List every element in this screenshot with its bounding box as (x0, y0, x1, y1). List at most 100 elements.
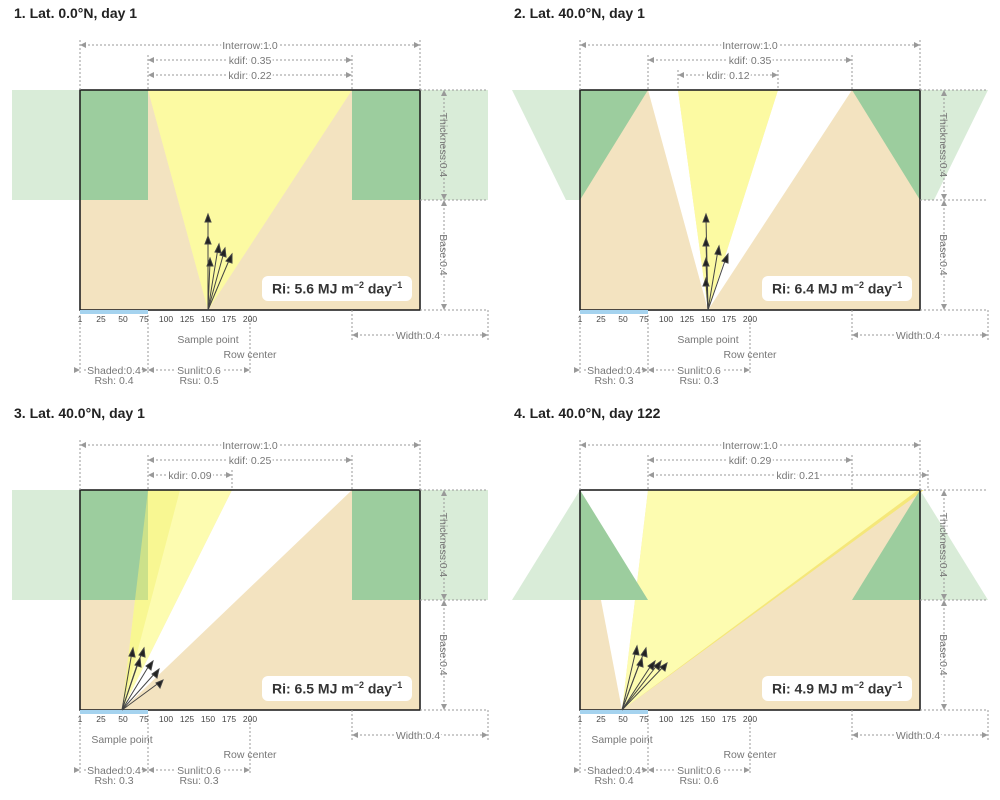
ri-day: day (863, 280, 892, 297)
rsu-label: Rsu: 0.3 (679, 375, 718, 387)
tick-175: 175 (722, 314, 736, 324)
canopy-diagram: Interrow:1.0 kdif: 0.35 kdir: 0.12 Thick… (512, 38, 989, 387)
rsu-label: Rsu: 0.3 (179, 775, 218, 787)
ri-exp-2: −1 (391, 680, 403, 690)
ray-arrows (621, 644, 668, 711)
interrow-label: Interrow:1.0 (722, 40, 778, 52)
crop-row-outer-right (420, 490, 488, 600)
tick-75: 75 (639, 314, 649, 324)
crop-row-outer-right (920, 490, 988, 600)
gap-left (648, 90, 708, 310)
rsh-label: Rsh: 0.3 (94, 775, 133, 787)
row-center-label: Row center (223, 349, 277, 361)
row-center-label: Row center (723, 349, 777, 361)
shaded-bar (80, 710, 148, 714)
tick-75: 75 (139, 314, 149, 324)
shaded-label: Shaded:0.4 (587, 765, 641, 777)
tick-200: 200 (743, 314, 757, 324)
crop-row-left (580, 490, 648, 600)
sunlit-label: Sunlit:0.6 (677, 365, 721, 377)
width-label: Width:0.4 (396, 730, 441, 742)
gap-right (708, 90, 852, 310)
ri-exp-1: −2 (853, 280, 864, 290)
sample-point-label: Sample point (91, 734, 152, 746)
dimension-arrowheads (574, 442, 988, 773)
width-label: Width:0.4 (396, 330, 441, 342)
ri-day: day (363, 680, 392, 697)
shaded-bar (80, 310, 148, 314)
canopy-diagram: Interrow:1.0 kdif: 0.29 kdir: 0.21 Thick… (512, 438, 989, 787)
ri-box: Ri: 4.9 MJ m−2 day−1 (762, 676, 913, 701)
canopy-diagram: Interrow:1.0 kdif: 0.25 kdir: 0.09 Thick… (12, 438, 489, 787)
ri-box: Ri: 6.5 MJ m−2 day−1 (262, 676, 413, 701)
dimension-arrowheads (574, 42, 988, 373)
tick-100: 100 (659, 714, 673, 724)
row-center-label: Row center (223, 749, 277, 761)
crop-row-left (580, 90, 648, 200)
panel-title: 4. Lat. 40.0°N, day 122 (514, 405, 661, 421)
crop-row-outer-left (512, 490, 580, 600)
panel-3: 3. Lat. 40.0°N, day 1 (0, 400, 500, 800)
rsu-label: Rsu: 0.6 (679, 775, 718, 787)
interrow-label: Interrow:1.0 (722, 440, 778, 452)
rsh-label: Rsh: 0.3 (594, 375, 633, 387)
ray-arrows (121, 646, 164, 711)
interrow-label: Interrow:1.0 (222, 40, 278, 52)
shaded-bar (580, 310, 648, 314)
tick-150: 150 (701, 714, 715, 724)
ray-arrows (204, 212, 233, 311)
crop-row-outer-left (12, 490, 80, 600)
shaded-bar (580, 710, 648, 714)
crop-row-outer-left (512, 90, 580, 200)
tick-200: 200 (243, 314, 257, 324)
kdir-label: kdir: 0.22 (228, 70, 271, 82)
position-ticks: 1 25 50 75 100 125 150 175 200 (78, 714, 258, 724)
kdir-label: kdir: 0.12 (706, 70, 749, 82)
sunlit-label: Sunlit:0.6 (677, 765, 721, 777)
panel-2: 2. Lat. 40.0°N, day 1 (500, 0, 1000, 400)
crop-row-right (852, 90, 920, 200)
tick-25: 25 (96, 714, 106, 724)
kdif-label: kdif: 0.29 (729, 455, 772, 467)
tick-1: 1 (78, 714, 83, 724)
shaded-label: Shaded:0.4 (87, 365, 141, 377)
sample-point-label: Sample point (591, 734, 652, 746)
crop-row-outer-right (920, 90, 988, 200)
tick-1: 1 (578, 314, 583, 324)
kdir-region (148, 90, 352, 310)
tick-175: 175 (222, 714, 236, 724)
ray-arrows (702, 212, 729, 311)
canopy-diagram: Interrow:1.0 kdif: 0.35 kdir: 0.22 Thick… (12, 38, 489, 387)
kdir-label: kdir: 0.09 (168, 470, 211, 482)
thickness-label: Thickness:0.4 (937, 113, 949, 178)
panel-title: 1. Lat. 0.0°N, day 1 (14, 5, 138, 21)
ri-exp-2: −1 (391, 280, 403, 290)
tick-50: 50 (118, 714, 128, 724)
tick-100: 100 (159, 314, 173, 324)
tick-175: 175 (722, 714, 736, 724)
tick-100: 100 (659, 314, 673, 324)
tick-125: 125 (680, 714, 694, 724)
thickness-label: Thickness:0.4 (937, 513, 949, 578)
tick-125: 125 (180, 714, 194, 724)
ri-day: day (363, 280, 392, 297)
crop-row-left (80, 90, 148, 200)
rsu-label: Rsu: 0.5 (179, 375, 218, 387)
gap-white (122, 490, 352, 710)
tick-200: 200 (243, 714, 257, 724)
tick-75: 75 (639, 714, 649, 724)
ri-text: Ri: 6.5 MJ m (272, 680, 354, 697)
ri-box: Ri: 5.6 MJ m−2 day−1 (262, 276, 413, 301)
tick-50: 50 (118, 314, 128, 324)
width-label: Width:0.4 (896, 330, 941, 342)
crop-row-right (352, 490, 420, 600)
tick-25: 25 (96, 314, 106, 324)
ri-exp-1: −2 (853, 680, 864, 690)
tick-150: 150 (701, 314, 715, 324)
tick-150: 150 (201, 314, 215, 324)
position-ticks: 1 25 50 75 100 125 150 175 200 (578, 314, 758, 324)
ri-text: Ri: 6.4 MJ m (772, 280, 854, 297)
tick-100: 100 (159, 714, 173, 724)
sample-point-label: Sample point (677, 334, 738, 346)
tick-25: 25 (596, 714, 606, 724)
